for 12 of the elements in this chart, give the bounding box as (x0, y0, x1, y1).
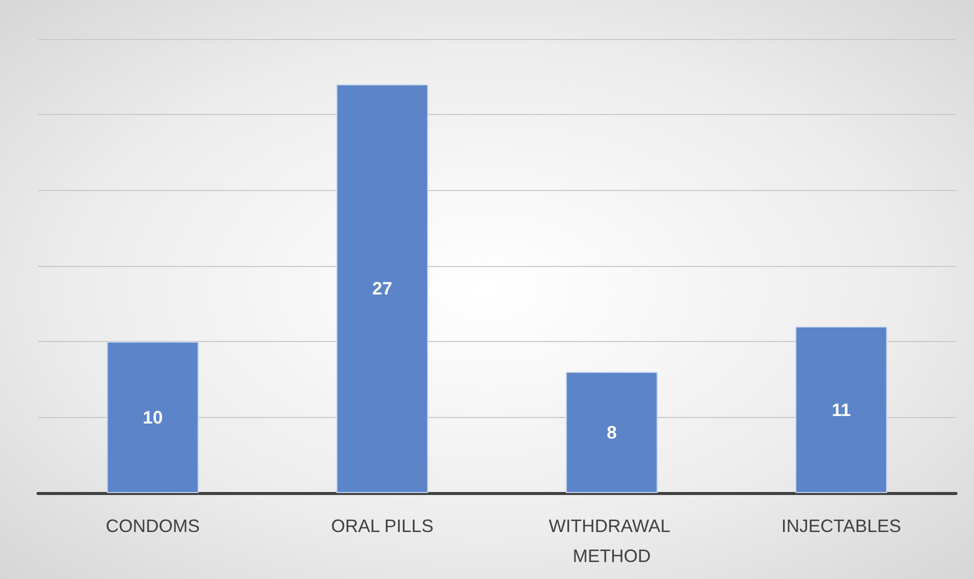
bar (336, 84, 428, 493)
bar (566, 372, 658, 493)
x-tick-label: CONDOMS (106, 516, 200, 536)
bar (106, 342, 199, 493)
x-tick-label: WITHDRAWAL METHOD (548, 516, 675, 566)
data-label: 11 (832, 400, 851, 420)
data-label: 10 (142, 407, 163, 428)
data-label: 8 (606, 422, 617, 442)
x-tick-label: ORAL PILLS (331, 516, 434, 536)
x-tick-label: INJECTABLES (781, 516, 902, 536)
data-label: 27 (372, 278, 392, 299)
bar (795, 326, 888, 493)
